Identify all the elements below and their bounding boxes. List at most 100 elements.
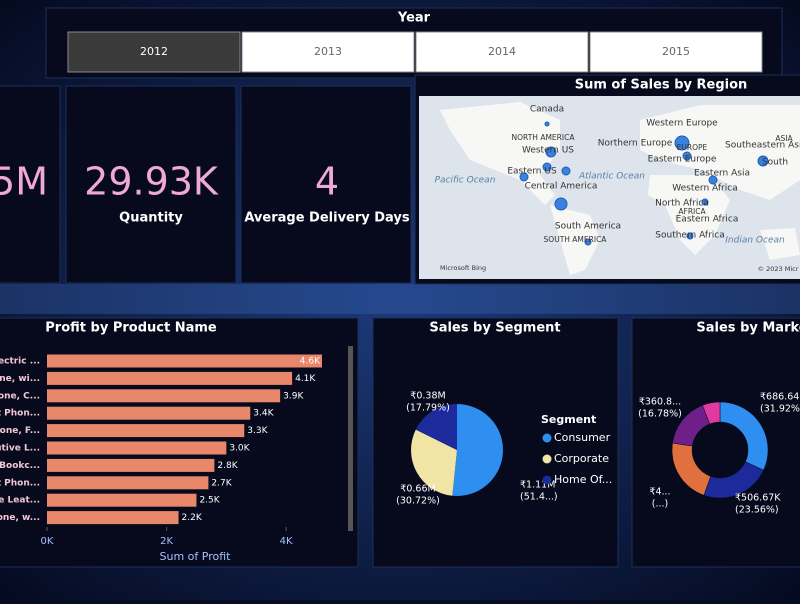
bar — [47, 511, 179, 525]
category-label: hone, w... — [0, 513, 40, 523]
legend-title: Segment — [541, 413, 596, 426]
map-label: Northern Europe — [598, 139, 673, 149]
value-label: 2.5K — [199, 496, 220, 506]
value-label: ₹686.64K — [760, 392, 800, 403]
legend-label: Corporate — [554, 452, 609, 465]
bar — [47, 424, 245, 438]
slice — [452, 404, 503, 496]
map-bubbles — [519, 121, 769, 246]
slicer-option[interactable] — [241, 31, 415, 73]
card-panel — [240, 85, 412, 284]
slicer-option-label: 2015 — [662, 45, 690, 58]
value-label: 3.0K — [229, 444, 250, 454]
glow — [0, 284, 800, 314]
percent-label: (51.4...) — [520, 492, 558, 503]
slice — [411, 429, 457, 496]
map-label: Pacific Ocean — [435, 176, 496, 186]
map-label: South America — [555, 222, 621, 232]
card-value: 29.93K — [84, 160, 219, 204]
map-label: Western US — [522, 146, 574, 156]
x-tick-label: 0K — [41, 536, 54, 547]
value-label: ₹4... — [649, 487, 670, 498]
category-label: hone, wi... — [0, 374, 40, 384]
value-label: ₹0.38M — [410, 391, 445, 402]
category-label: c Bookc... — [0, 461, 40, 471]
category-label: rt Phon... — [0, 478, 40, 488]
map-label: Microsoft Bing — [440, 264, 486, 272]
slicer-option-label: 2014 — [488, 45, 516, 58]
map-label: © 2023 Micr — [758, 265, 799, 273]
percent-label: (17.79%) — [406, 403, 450, 414]
bar — [47, 354, 322, 368]
map-title: Sum of Sales by Region — [575, 78, 748, 93]
bar — [47, 458, 215, 472]
legend-label: Consumer — [554, 431, 611, 444]
x-tick-label: 2K — [160, 536, 173, 547]
percent-label: (30.72%) — [396, 496, 440, 507]
map-label: South — [762, 158, 788, 168]
value-label: 3.9K — [283, 391, 304, 401]
value-label: ₹506.67K — [735, 493, 781, 504]
map-label: Southeastern Asia — [725, 141, 800, 151]
legend-swatch — [542, 475, 552, 485]
chart-title: Sales by Marke — [696, 321, 800, 336]
legend-swatch — [542, 454, 552, 464]
card-panel — [65, 85, 237, 284]
bar — [47, 371, 293, 385]
map-label: EUROPE — [677, 143, 708, 152]
bar — [47, 441, 227, 455]
card-panel — [0, 85, 61, 284]
category-label: cutive L... — [0, 444, 40, 454]
map-label: Western Europe — [646, 119, 718, 129]
map-label: NORTH AMERICA — [512, 133, 576, 142]
slicer-option[interactable] — [589, 31, 763, 73]
slicer-option-label: 2012 — [140, 45, 168, 58]
card-value: 4 — [315, 160, 339, 204]
slice — [415, 404, 457, 450]
value-label: 3.4K — [253, 409, 274, 419]
percent-label: (16.78%) — [638, 409, 682, 420]
map-label: Eastern Africa — [676, 215, 739, 225]
value-label: 4.1K — [295, 374, 316, 384]
x-tick-label: 4K — [280, 536, 293, 547]
continents — [440, 102, 800, 275]
value-label: 2.2K — [182, 513, 203, 523]
category-label: hone, C... — [0, 391, 40, 401]
value-label: ₹360.8... — [639, 397, 681, 408]
category-label: Electric ... — [0, 357, 40, 367]
bar — [47, 389, 281, 403]
map-label: Eastern Asia — [694, 169, 750, 179]
slicer-option-label: 2013 — [314, 45, 342, 58]
chart-title: Profit by Product Name — [45, 321, 217, 336]
bar — [47, 406, 251, 420]
map-label: AFRICA — [678, 207, 706, 216]
map-label: Central America — [525, 182, 598, 192]
percent-label: (31.92%) — [760, 404, 800, 415]
map-label: Atlantic Ocean — [578, 172, 645, 182]
value-label: 2.7K — [211, 478, 232, 488]
map-label: Western Africa — [672, 184, 737, 194]
chart-title: Sales by Segment — [429, 321, 560, 336]
map-label: Canada — [530, 105, 564, 115]
category-label: ve Leat... — [0, 496, 40, 506]
percent-label: (...) — [652, 499, 668, 510]
map-label: Indian Ocean — [725, 236, 785, 246]
slice — [702, 401, 721, 425]
value-label: 3.3K — [247, 426, 268, 436]
value-label: ₹0.66M — [400, 484, 435, 495]
slicer-option[interactable] — [67, 31, 241, 73]
card-label: Quantity — [119, 211, 183, 226]
slicer-title: Year — [397, 11, 431, 26]
map-label: SOUTH AMERICA — [544, 235, 608, 244]
chart-panel — [631, 317, 800, 568]
slicer-option[interactable] — [415, 31, 589, 73]
percent-label: (23.56%) — [735, 505, 779, 516]
scrollbar[interactable] — [348, 346, 353, 531]
map-label: ASIA — [775, 134, 793, 143]
map-label: North Africa — [655, 199, 709, 209]
bar — [47, 493, 197, 507]
category-label: rt Phon... — [0, 409, 40, 419]
map-label: Eastern US — [507, 167, 557, 177]
